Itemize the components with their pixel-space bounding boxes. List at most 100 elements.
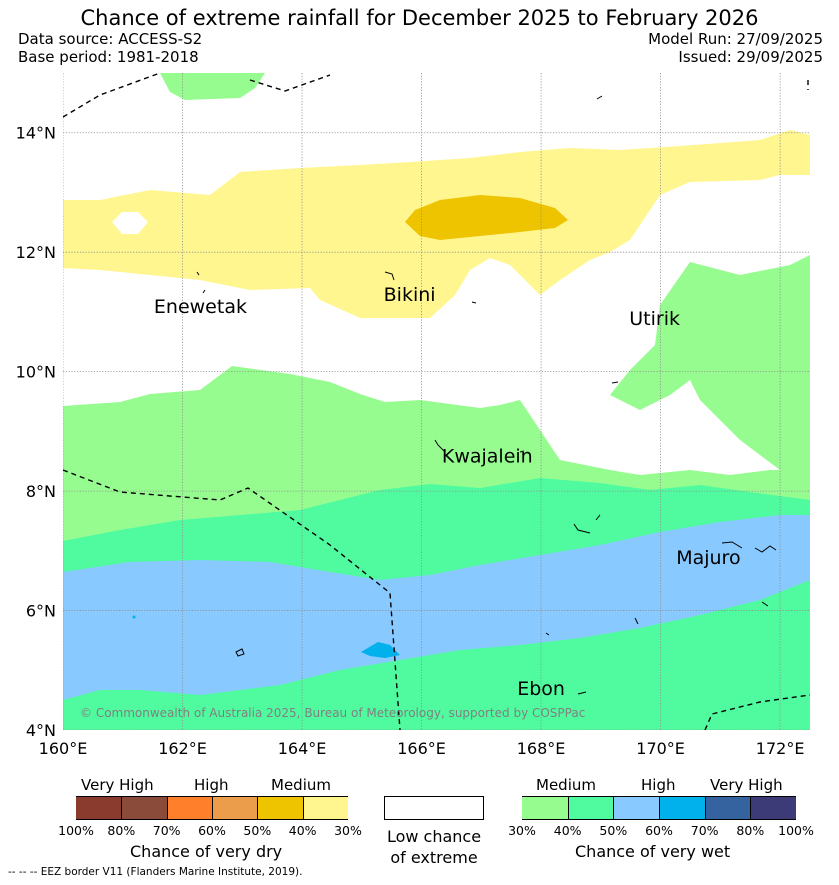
island-outline <box>434 439 446 453</box>
place-label-bikini: Bikini <box>384 284 436 306</box>
wet-50-60-region <box>63 515 810 700</box>
low-chance-line1: Low chance <box>386 827 482 846</box>
eez-border-north <box>63 73 161 118</box>
dry-medium-label: Medium <box>271 776 331 794</box>
rainfall-map: 160°E 162°E 164°E 166°E 168°E 170°E 172°E 4°N 6°… <box>16 73 810 758</box>
dry-tick-label: 70% <box>152 823 181 838</box>
model-run-label: Model Run: 27/09/2025 <box>648 30 823 48</box>
x-tick-label: 162°E <box>158 739 207 758</box>
wet-swatch <box>704 797 751 819</box>
place-label-kwajalein: Kwajalein <box>442 445 533 467</box>
island-outline <box>754 545 777 553</box>
dry-tick-label: 60% <box>198 823 226 838</box>
dry-swatch <box>257 797 303 819</box>
header-right: Model Run: 27/09/2025 Issued: 29/09/2025 <box>648 30 823 66</box>
island-outline <box>545 632 550 636</box>
issued-label: Issued: 29/09/2025 <box>678 48 823 66</box>
wet-very-high-label: Very High <box>710 776 783 794</box>
y-tick-label: 6°N <box>26 602 56 621</box>
island-outline <box>577 691 587 695</box>
wet-tick-label: 60% <box>645 823 673 838</box>
x-tick-label: 166°E <box>397 739 446 758</box>
dry-40-50-region <box>405 195 568 240</box>
wet-tick-label: 50% <box>599 823 628 838</box>
eez-border-west <box>63 469 401 730</box>
wet-30-40-region-ne <box>610 255 810 470</box>
place-label-ebon: Ebon <box>517 678 565 700</box>
island-outline <box>471 301 477 304</box>
wet-tick-label: 100% <box>778 823 814 838</box>
dry-swatch <box>76 797 122 819</box>
eez-border <box>63 73 810 730</box>
island-outline <box>634 617 639 625</box>
island-outline <box>595 514 601 521</box>
axis-ticks: 160°E 162°E 164°E 166°E 168°E 170°E 172°E 4°N 6°… <box>16 124 805 758</box>
island-outline <box>573 523 591 534</box>
island-outline <box>611 381 619 384</box>
place-label-utirik: Utirik <box>629 308 680 330</box>
island-outline <box>235 648 245 657</box>
dry-swatch <box>166 797 212 819</box>
data-source-label: Data source: ACCESS-S2 <box>18 30 203 48</box>
graticule <box>63 73 810 730</box>
low-chance-swatch <box>384 796 484 820</box>
y-tick-label: 10°N <box>16 363 56 382</box>
island-outlines <box>196 95 777 695</box>
wet-swatch <box>613 797 659 819</box>
island-outline <box>761 601 769 607</box>
dry-legend-title: Chance of very dry <box>130 842 283 861</box>
y-tick-label: 12°N <box>16 243 56 262</box>
place-label-majuro: Majuro <box>676 547 740 569</box>
y-tick-label: 14°N <box>16 124 56 143</box>
wet-medium-label: Medium <box>536 776 596 794</box>
x-tick-label: 160°E <box>39 739 88 758</box>
island-outline <box>519 450 525 453</box>
dry-swatch <box>302 797 348 819</box>
y-tick-label: 8°N <box>26 482 56 501</box>
eez-border-southeast <box>704 694 810 730</box>
x-tick-label: 170°E <box>636 739 685 758</box>
wet-high-label: High <box>641 776 676 794</box>
dry-tick-label: 40% <box>288 823 317 838</box>
x-tick-label: 172°E <box>756 739 805 758</box>
wet-60-70-patch <box>361 642 400 658</box>
wet-swatch <box>567 797 614 819</box>
dry-tick-label: 50% <box>243 823 272 838</box>
wet-60-70-dot <box>132 615 136 619</box>
low-chance-hole <box>112 212 148 234</box>
wet-swatch <box>522 797 568 819</box>
copyright-label: © Commonwealth of Australia 2025, Bureau… <box>80 706 585 720</box>
dry-very-high-label: Very High <box>81 776 154 794</box>
dry-tick-label: 100% <box>58 823 94 838</box>
chart-title: Chance of extreme rainfall for December … <box>80 6 759 30</box>
wet-tick-label: 30% <box>508 823 536 838</box>
island-outline <box>384 271 395 281</box>
dry-high-label: High <box>194 776 229 794</box>
eez-footer-note: -- -- -- EEZ border V11 (Flanders Marine… <box>8 866 303 878</box>
wet-colorbar <box>522 796 796 820</box>
island-outline <box>596 95 603 100</box>
dry-tick-label: 30% <box>334 823 362 838</box>
x-tick-label: 164°E <box>278 739 327 758</box>
place-label-enewetak: Enewetak <box>154 296 247 318</box>
y-tick-label: 4°N <box>26 721 56 740</box>
wet-30-40-region-top <box>160 73 265 100</box>
map-area <box>63 73 810 730</box>
wet-tick-label: 80% <box>736 823 765 838</box>
low-chance-line2: of extreme <box>390 848 478 867</box>
eez-border-north-2 <box>249 74 331 92</box>
dry-tick-label: 80% <box>107 823 136 838</box>
wet-swatch <box>659 797 705 819</box>
dry-swatch <box>212 797 258 819</box>
dry-swatch <box>121 797 167 819</box>
wet-tick-label: 40% <box>553 823 582 838</box>
wet-legend-title: Chance of very wet <box>575 842 731 861</box>
place-labels: Enewetak Bikini Utirik Kwajalein Majuro Ebon <box>154 284 741 700</box>
base-period-label: Base period: 1981-2018 <box>18 48 199 66</box>
dry-colorbar <box>76 796 348 820</box>
island-outline <box>721 541 743 549</box>
header-left: Data source: ACCESS-S2 Base period: 1981… <box>18 30 202 66</box>
x-tick-label: 168°E <box>517 739 566 758</box>
island-outline <box>202 289 206 294</box>
island-outline <box>196 271 200 276</box>
